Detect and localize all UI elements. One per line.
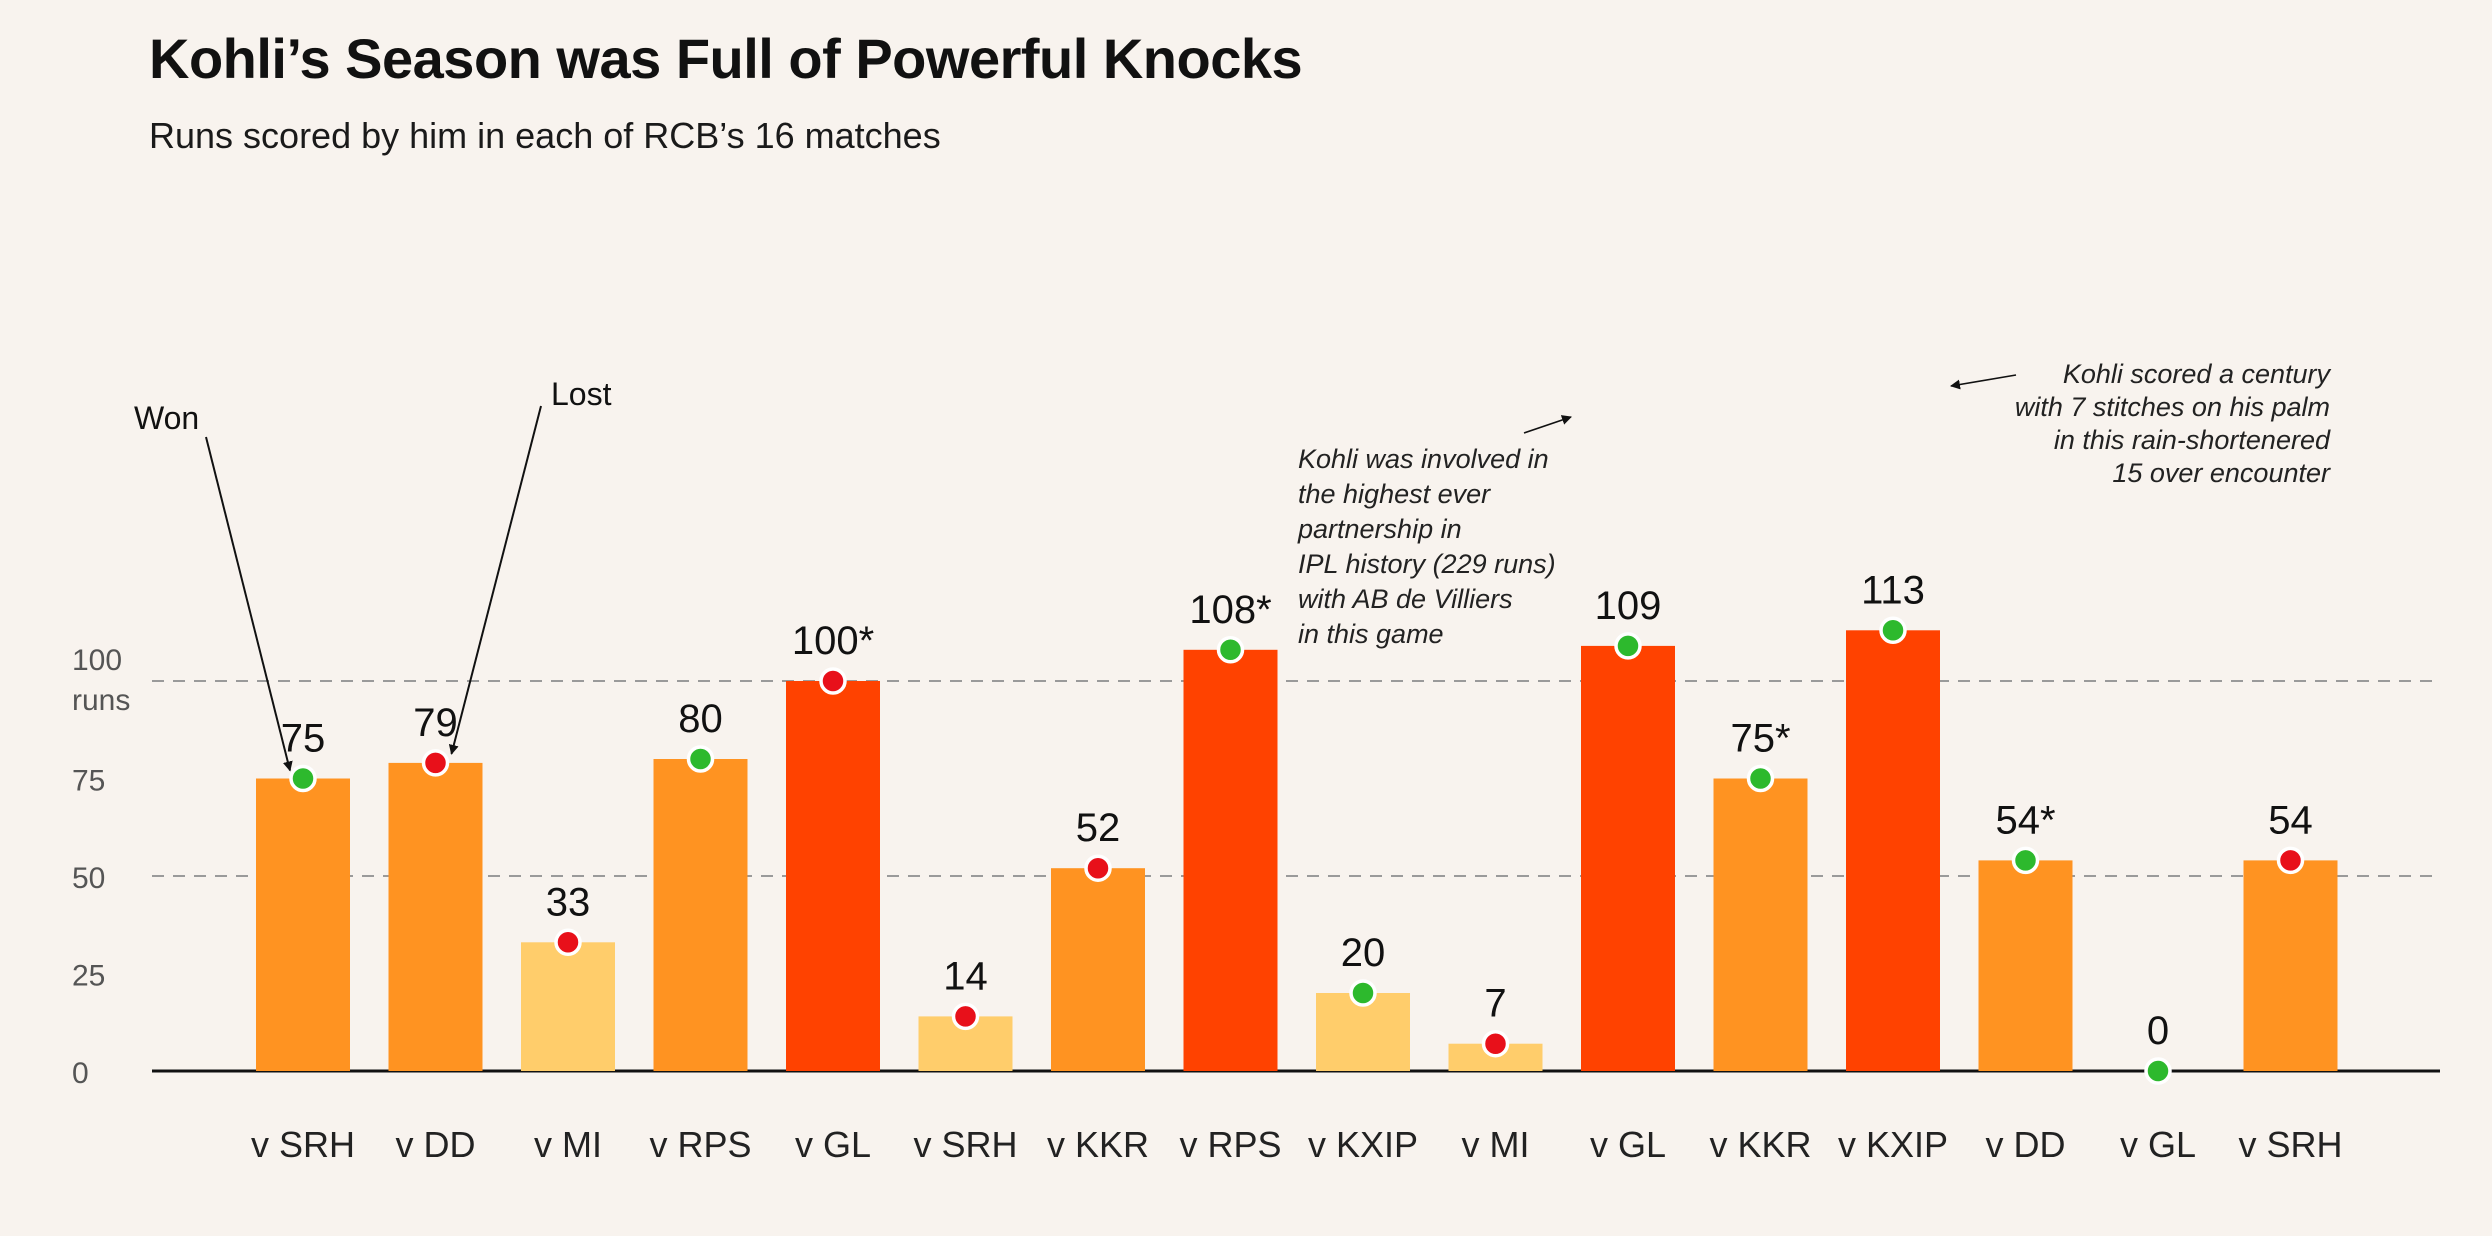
lost-dot [1481, 1029, 1510, 1058]
bar-value-label: 54 [2268, 798, 2313, 842]
bar-value-label: 52 [1076, 806, 1121, 850]
x-category-label: v KXIP [1308, 1124, 1418, 1165]
x-category-label: v RPS [1179, 1124, 1281, 1165]
bar-value-label: 109 [1595, 584, 1662, 628]
bar-value-label: 54* [1995, 798, 2055, 842]
x-category-label: v GL [795, 1124, 871, 1165]
bar-value-label: 80 [678, 697, 723, 741]
y-tick-label: 100 [72, 644, 122, 677]
won-dot [1746, 764, 1775, 793]
annotation-partnership: Kohli was involved in the highest ever par… [1297, 444, 1556, 649]
won-dot [1216, 636, 1245, 664]
lost-dot [2276, 846, 2305, 875]
lost-dot [819, 667, 847, 695]
bar [1581, 645, 1675, 1071]
bar [388, 762, 483, 1071]
annotation-line: Kohli scored a century [2063, 359, 2332, 389]
annotation-stitches: Kohli scored a century with 7 stitches on… [2015, 359, 2332, 488]
won-dot [686, 745, 715, 773]
bars [256, 630, 2338, 1071]
x-category-label: v SRH [2238, 1124, 2342, 1165]
x-category-label: v GL [2120, 1124, 2196, 1165]
y-tick-label: 75 [72, 765, 105, 798]
legend-lost-arrow [448, 405, 542, 755]
y-tick-label: 0 [72, 1057, 89, 1090]
lost-dot [1084, 854, 1112, 882]
legend-lost-label: Lost [551, 376, 612, 412]
gridlines [152, 680, 2440, 877]
annotation-stitches-arrow [1950, 374, 2017, 390]
chart-title: Kohli’s Season was Full of Powerful Knoc… [149, 27, 1303, 90]
bar [1183, 649, 1278, 1071]
bar-value-label: 79 [413, 701, 458, 745]
bar-value-label: 20 [1341, 931, 1386, 975]
annotation-line: with 7 stitches on his palm [2015, 392, 2330, 422]
annotation-line: the highest ever [1298, 479, 1491, 509]
bar [1051, 868, 1145, 1071]
result-dots [289, 616, 2305, 1085]
y-tick-label: 50 [72, 862, 105, 895]
lost-dot [421, 749, 450, 777]
bar [653, 759, 748, 1071]
won-dot [2011, 846, 2040, 875]
annotation-partnership-arrow [1523, 415, 1572, 434]
bar [1978, 860, 2073, 1071]
x-category-label: v SRH [251, 1124, 355, 1165]
bar-value-label: 0 [2147, 1009, 2169, 1053]
legend-won-label: Won [134, 400, 199, 436]
annotation-line: in this rain-shortenered [2054, 425, 2331, 455]
bar [1846, 630, 1940, 1071]
bar [256, 778, 350, 1071]
y-tick-label: 25 [72, 960, 105, 993]
won-dot [2144, 1057, 2172, 1085]
data-labels: 75 79 33 80 100* 14 52 108* 20 7 109 75* 113 54* 0 54 [281, 568, 2313, 1053]
won-dot [289, 764, 317, 793]
x-category-label: v MI [534, 1124, 602, 1165]
won-dot [1349, 979, 1377, 1007]
x-category-label: v SRH [913, 1124, 1017, 1165]
x-category-label: v RPS [649, 1124, 751, 1165]
annotation-line: in this game [1298, 619, 1444, 649]
bar-value-label: 100* [792, 619, 874, 663]
x-category-label: v GL [1590, 1124, 1666, 1165]
legend-won-arrow [205, 436, 293, 772]
annotation-line: Kohli was involved in [1298, 444, 1549, 474]
x-category-label: v MI [1462, 1124, 1530, 1165]
bar-value-label: 33 [546, 880, 591, 924]
x-category-label: v KXIP [1838, 1124, 1948, 1165]
bar-value-label: 7 [1484, 982, 1506, 1026]
x-category-label: v KKR [1709, 1124, 1811, 1165]
lost-dot [951, 1002, 980, 1031]
bar-value-label: 113 [1861, 568, 1925, 612]
won-dot [1879, 616, 1907, 645]
bar-value-label: 75 [281, 717, 326, 761]
annotation-line: partnership in [1297, 514, 1462, 544]
bar-value-label: 75* [1730, 717, 1790, 761]
bar [1713, 778, 1808, 1071]
bar [2243, 860, 2338, 1071]
bar [521, 942, 615, 1071]
x-category-label: v KKR [1047, 1124, 1149, 1165]
x-category-label: v DD [396, 1124, 476, 1165]
bar-value-label: 108* [1189, 588, 1271, 632]
y-unit-label: runs [72, 684, 130, 717]
x-category-label: v DD [1986, 1124, 2066, 1165]
annotation-line: 15 over encounter [2112, 458, 2331, 488]
bar [786, 681, 880, 1071]
x-axis-labels: v SRH v DD v MI v RPS v GL v SRH v KKR v RPS v K… [251, 1124, 2343, 1165]
annotation-line: with AB de Villiers [1298, 584, 1513, 614]
won-dot [1614, 632, 1642, 660]
annotation-line: IPL history (229 runs) [1298, 549, 1556, 579]
chart-subtitle: Runs scored by him in each of RCB’s 16 m… [149, 115, 941, 156]
lost-dot [554, 928, 582, 957]
bar-value-label: 14 [943, 954, 988, 998]
annotations: Won Lost Kohli was involved in the highest … [134, 359, 2332, 772]
